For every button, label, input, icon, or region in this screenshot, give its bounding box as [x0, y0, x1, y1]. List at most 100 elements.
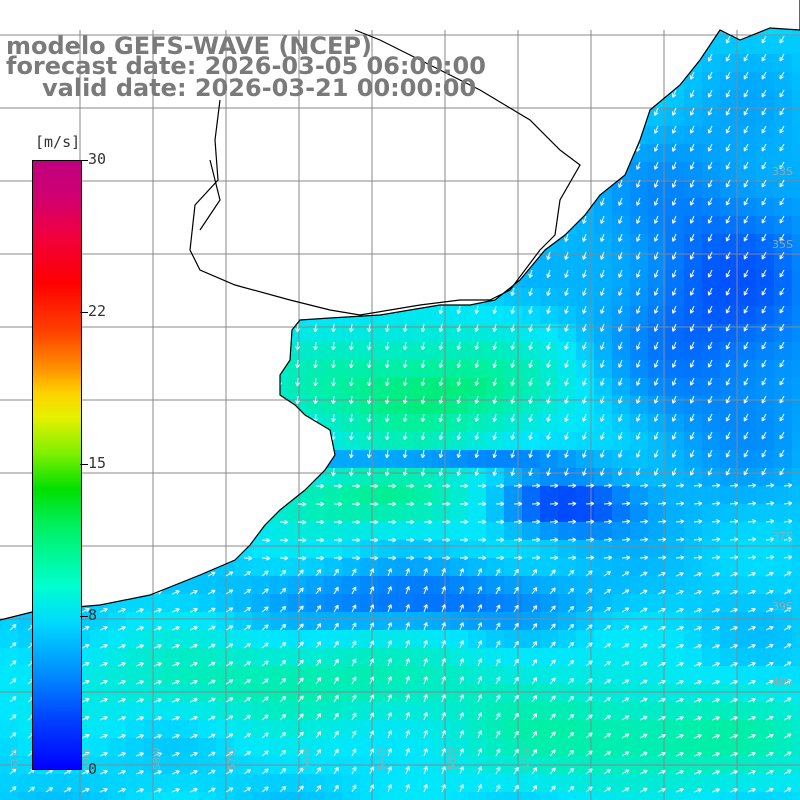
wind-arrow [743, 359, 749, 368]
wind-arrow [582, 305, 587, 314]
wind-arrow-shaft [654, 287, 659, 296]
field-cell [360, 360, 379, 379]
field-cell [342, 540, 361, 559]
field-cell [558, 576, 577, 595]
field-cell [720, 720, 739, 739]
wind-arrow [653, 161, 659, 170]
field-cell [414, 648, 433, 667]
wind-arrow-head [296, 346, 300, 351]
field-cell [630, 378, 649, 397]
wind-arrow [707, 89, 713, 98]
wind-arrow-head [618, 255, 620, 260]
wind-arrow-shaft [743, 251, 749, 260]
wind-arrow-head [690, 256, 695, 260]
wind-arrow-head [402, 345, 406, 351]
wind-arrow-head [761, 292, 766, 296]
wind-arrow-head [654, 292, 659, 296]
wind-arrow [689, 161, 695, 170]
field-cell [666, 90, 685, 109]
field-cell [792, 450, 800, 469]
field-cell [612, 522, 631, 541]
field-cell [108, 720, 127, 739]
wind-arrow-head [493, 346, 498, 351]
wind-arrow-head [779, 202, 784, 206]
field-cell [432, 504, 451, 523]
wind-arrow-shaft [743, 359, 749, 368]
field-cell [396, 396, 415, 415]
field-cell [684, 486, 703, 505]
wind-arrow-head [708, 310, 713, 314]
wind-arrow-shaft [636, 215, 641, 224]
wind-arrow-shaft [368, 359, 371, 368]
wind-arrow [653, 143, 659, 152]
wind-arrow [761, 53, 767, 62]
field-cell [504, 522, 523, 541]
wind-arrow-shaft [761, 71, 767, 80]
field-cell [540, 702, 559, 721]
wind-arrow-shaft [350, 359, 353, 368]
wind-arrow-head [690, 202, 695, 206]
field-cell [522, 792, 541, 800]
wind-arrow-head [679, 608, 684, 610]
wind-arrow [689, 197, 695, 206]
wind-arrow-shaft [654, 125, 659, 134]
wind-arrow [707, 143, 713, 152]
field-cell [756, 684, 775, 703]
wind-arrow [671, 179, 677, 188]
wind-arrow-head [493, 328, 498, 333]
wind-arrow-head [313, 328, 316, 333]
field-cell [360, 558, 379, 577]
wind-arrow-shaft [779, 161, 785, 170]
field-cell [414, 396, 433, 415]
wind-arrow-head [690, 310, 695, 314]
wind-arrow-shaft [600, 233, 605, 242]
wind-arrow-shaft [672, 359, 677, 368]
field-cell [756, 486, 775, 505]
wind-arrow-shaft [779, 179, 785, 188]
field-cell [90, 702, 109, 721]
wind-arrow-shaft [672, 215, 677, 224]
field-cell [792, 234, 800, 253]
wind-arrow-head [654, 346, 659, 350]
field-cell [522, 360, 541, 379]
field-cell [180, 702, 199, 721]
field-cell [468, 504, 487, 523]
wind-arrow-shaft [439, 341, 443, 350]
field-cell [468, 558, 487, 577]
wind-arrow-head [600, 417, 602, 422]
wind-arrow [779, 359, 785, 368]
wind-arrow-head [708, 130, 713, 134]
wind-arrow-shaft [743, 89, 749, 98]
wind-arrow [689, 125, 695, 134]
wind-arrow [295, 341, 300, 351]
wind-arrow-shaft [725, 71, 731, 80]
wind-arrow [761, 143, 767, 152]
field-cell [774, 306, 793, 325]
wind-arrow-head [726, 148, 730, 152]
field-cell [774, 252, 793, 271]
wind-arrow-head [511, 292, 515, 297]
wind-arrow-shaft [708, 53, 713, 62]
field-cell [648, 738, 667, 757]
wind-arrow-shaft [654, 305, 659, 314]
field-cell [576, 558, 595, 577]
wind-arrow-head [697, 626, 702, 628]
field-cell [360, 612, 379, 631]
wind-arrow-shaft [708, 323, 713, 332]
wind-arrow [779, 71, 785, 80]
field-cell [396, 360, 415, 379]
field-cell [342, 702, 361, 721]
field-cell [774, 72, 793, 91]
field-cell [684, 666, 703, 685]
wind-arrow-head [408, 586, 410, 591]
wind-arrow [725, 287, 731, 296]
wind-arrow [779, 287, 785, 296]
wind-arrow-head [547, 292, 551, 296]
field-cell [738, 414, 757, 433]
wind-arrow-shaft [565, 323, 569, 332]
field-cell [576, 594, 595, 613]
field-cell [774, 36, 793, 55]
wind-arrow-head [708, 76, 713, 80]
field-cell [252, 774, 271, 793]
wind-arrow [438, 305, 444, 315]
